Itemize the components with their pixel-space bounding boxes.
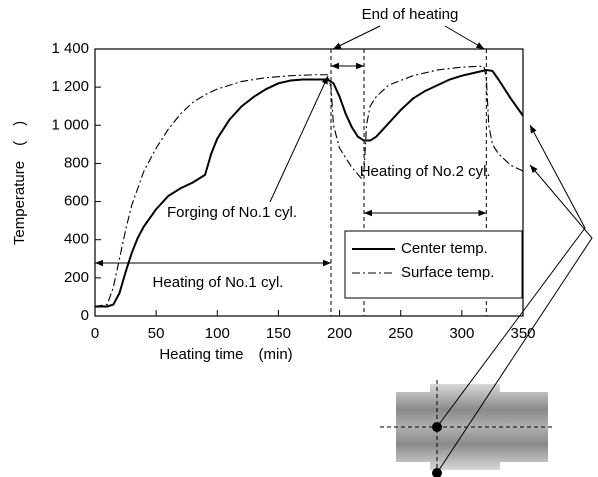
- data-line: [95, 68, 524, 308]
- annotation: Forging of No.1 cyl.: [167, 204, 297, 221]
- x-tick-label: 150: [266, 325, 291, 342]
- x-tick-label: 0: [91, 325, 99, 342]
- y-tick-label: 800: [64, 154, 89, 171]
- x-tick-label: 300: [449, 325, 474, 342]
- annotation-pointer: [269, 75, 329, 203]
- annotation-pointer: [444, 25, 485, 50]
- legend-label: Center temp.: [401, 240, 488, 257]
- y-tick-label: 0: [81, 307, 89, 324]
- annotation: Heating of No.2 cyl.: [360, 163, 491, 180]
- legend-label: Surface temp.: [401, 264, 494, 281]
- x-tick-label: 250: [388, 325, 413, 342]
- cylinder-image: [380, 124, 593, 477]
- x-tick-label: 200: [327, 325, 352, 342]
- y-tick-label: 1 400: [51, 40, 89, 57]
- y-axis-label: Temperature ( ): [11, 121, 28, 245]
- annotation: Heating of No.1 cyl.: [153, 274, 284, 291]
- annotation-pointer: [332, 25, 381, 50]
- x-tick-label: 350: [510, 325, 535, 342]
- y-tick-label: 400: [64, 231, 89, 248]
- y-tick-label: 1 000: [51, 116, 89, 133]
- x-tick-label: 100: [205, 325, 230, 342]
- annotation: End of heating: [362, 6, 459, 23]
- data-line: [94, 65, 524, 308]
- plot-frame: [94, 48, 524, 317]
- y-tick-label: 1 200: [51, 78, 89, 95]
- x-tick-label: 50: [148, 325, 165, 342]
- legend-box: [344, 230, 523, 299]
- x-axis-label: Heating time (min): [159, 346, 292, 363]
- y-tick-label: 200: [64, 269, 89, 286]
- y-tick-label: 600: [64, 193, 89, 210]
